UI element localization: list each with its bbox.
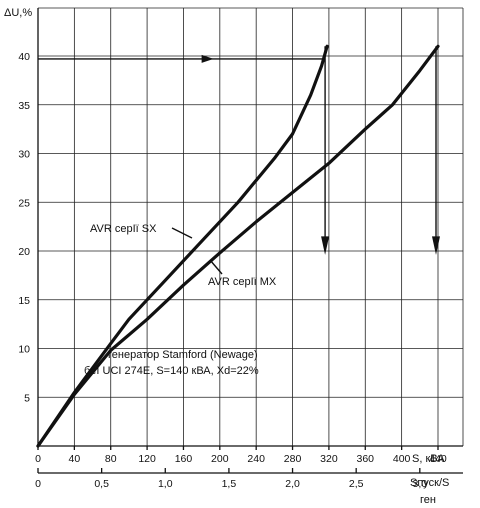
x-tick-label-360: 360: [357, 453, 375, 465]
series-label-mx-leader: [209, 259, 223, 275]
x2-axis-label: Sпуск/S: [410, 477, 449, 489]
down-arrow-head-1: [432, 236, 440, 255]
x-tick-label-240: 240: [247, 453, 265, 465]
y-tick-label-10: 10: [18, 344, 30, 356]
y-tick-label-35: 35: [18, 100, 30, 112]
y-axis-label: ΔU,%: [4, 7, 32, 19]
arrows: [38, 46, 440, 255]
series-label-sx: AVR серІї SX: [90, 223, 157, 235]
x-tick-label-120: 120: [138, 453, 156, 465]
y-tick-label-40: 40: [18, 51, 30, 63]
grid: [38, 7, 464, 446]
y-tick-label-15: 15: [18, 295, 30, 307]
x2-tick-label-0: 0: [35, 478, 41, 490]
x-tick-labels: 0 40 80 120 160 200 240 280 320 360 400 440: [35, 446, 447, 465]
x2-tick-label-2: 1,0: [158, 478, 173, 490]
x2-tick-label-3: 1,5: [222, 478, 237, 490]
y-tick-label-25: 25: [18, 197, 30, 209]
x-tick-label-40: 40: [69, 453, 81, 465]
x-tick-label-200: 200: [211, 453, 229, 465]
series: [36, 44, 440, 448]
x-axis-label: S, кВА: [412, 453, 445, 465]
series-label-sx-leader: [171, 227, 193, 239]
horizontal-arrow-head: [201, 54, 214, 63]
x2-tick-labels: 0 0,5 1,0 1,5 2,0 2,5 3,0: [35, 468, 427, 490]
x-tick-label-440: 440: [429, 453, 447, 465]
generator-note-line1: генератор Stamford (Newage): [108, 349, 258, 361]
x2-tick-label-5: 2,5: [349, 478, 364, 490]
axes: [37, 8, 463, 474]
generator-note-line2: бёІ UCI 274E, S=140 кВА, Xd=22%: [84, 365, 259, 377]
x2-tick-label-1: 0,5: [94, 478, 109, 490]
x-tick-label-160: 160: [175, 453, 193, 465]
series-line-0: [36, 44, 329, 448]
x-tick-label-280: 280: [284, 453, 302, 465]
x-tick-label-0: 0: [35, 453, 41, 465]
y-tick-label-30: 30: [18, 149, 30, 161]
x-tick-label-400: 400: [393, 453, 411, 465]
y-tick-label-5: 5: [24, 392, 30, 404]
down-arrow-head-0: [321, 236, 330, 255]
y-tick-labels: 5 10 15 20 25 30 35 40: [18, 51, 30, 404]
x-tick-label-80: 80: [105, 453, 117, 465]
x-tick-label-320: 320: [320, 453, 338, 465]
series-label-mx: AVR серІї MX: [208, 276, 277, 288]
series-line-1: [36, 44, 440, 448]
y-tick-label-20: 20: [18, 246, 30, 258]
x2-axis-sublabel: ген: [420, 494, 436, 506]
x2-tick-label-6: 3,0: [413, 478, 428, 490]
x2-tick-label-4: 2,0: [285, 478, 300, 490]
